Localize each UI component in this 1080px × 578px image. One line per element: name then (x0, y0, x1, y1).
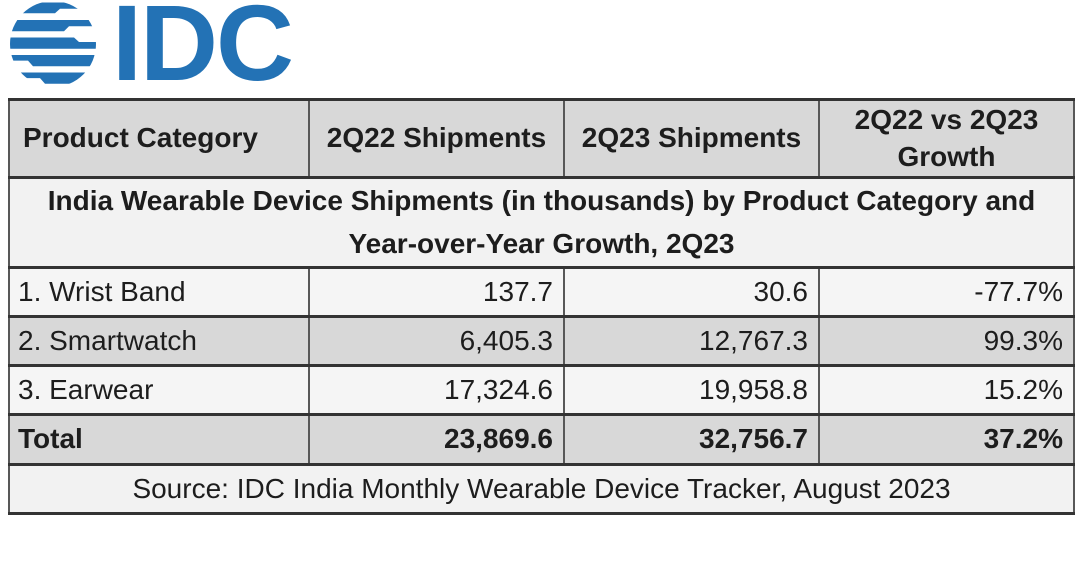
col-header-2q23-shipments: 2Q23 Shipments (563, 98, 820, 179)
header-row: Product Category 2Q22 Shipments 2Q23 Shi… (8, 98, 1075, 179)
col-header-growth: 2Q22 vs 2Q23 Growth (818, 98, 1075, 179)
table-row-earwear: 3. Earwear 17,324.6 19,958.8 15.2% (8, 363, 1075, 416)
idc-logo: IDC (8, 0, 294, 103)
table-row-wrist-band: 1. Wrist Band 137.7 30.6 -77.7% (8, 265, 1075, 318)
source-row: Source: IDC India Monthly Wearable Devic… (8, 462, 1075, 515)
cell-growth-value: 99.3% (818, 314, 1075, 367)
table-row-total: Total 23,869.6 32,756.7 37.2% (8, 412, 1075, 466)
cell-2q22-value: 137.7 (308, 265, 565, 318)
col-header-2q22-shipments: 2Q22 Shipments (308, 98, 565, 179)
idc-logo-text: IDC (112, 0, 294, 103)
cell-growth-value: -77.7% (818, 265, 1075, 318)
cell-2q23-value: 30.6 (563, 265, 820, 318)
cell-category: 1. Wrist Band (8, 265, 310, 318)
cell-2q22-value: 23,869.6 (308, 412, 565, 466)
col-header-product-category: Product Category (8, 98, 310, 179)
table-row-smartwatch: 2. Smartwatch 6,405.3 12,767.3 99.3% (8, 314, 1075, 367)
cell-growth-value: 37.2% (818, 412, 1075, 466)
cell-2q23-value: 12,767.3 (563, 314, 820, 367)
idc-globe-icon (10, 2, 96, 84)
shipments-table-container: India Wearable Device Shipments (in thou… (8, 98, 1075, 515)
cell-category: Total (8, 412, 310, 466)
cell-category: 2. Smartwatch (8, 314, 310, 367)
shipments-table: India Wearable Device Shipments (in thou… (8, 98, 1075, 515)
cell-2q22-value: 6,405.3 (308, 314, 565, 367)
cell-growth-value: 15.2% (818, 363, 1075, 416)
source-note: Source: IDC India Monthly Wearable Devic… (8, 462, 1075, 515)
table-title: India Wearable Device Shipments (in thou… (8, 176, 1075, 269)
cell-2q23-value: 19,958.8 (563, 363, 820, 416)
cell-2q22-value: 17,324.6 (308, 363, 565, 416)
title-row: India Wearable Device Shipments (in thou… (8, 176, 1075, 269)
cell-2q23-value: 32,756.7 (563, 412, 820, 466)
cell-category: 3. Earwear (8, 363, 310, 416)
